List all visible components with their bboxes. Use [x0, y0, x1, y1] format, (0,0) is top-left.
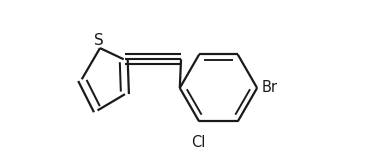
Text: Cl: Cl [191, 135, 205, 150]
Text: S: S [94, 33, 103, 48]
Text: Br: Br [261, 81, 278, 95]
